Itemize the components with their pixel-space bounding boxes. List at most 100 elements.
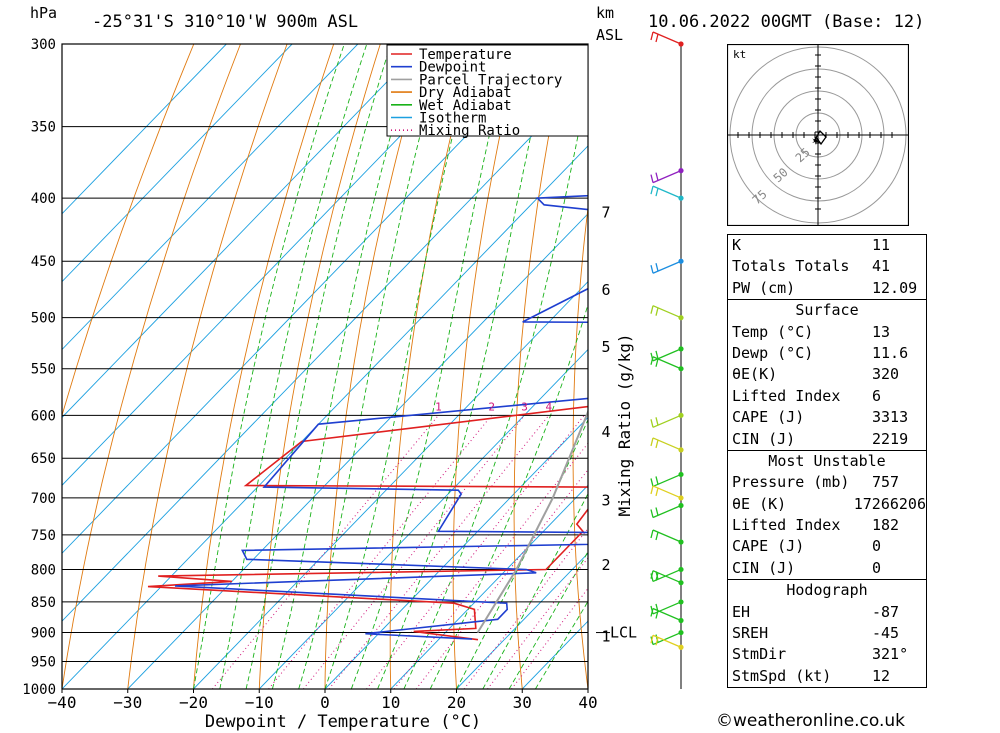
y-tick-label: 750 <box>31 528 56 544</box>
x-tick-label: −20 <box>179 693 208 712</box>
hodograph-unit: kt <box>733 48 746 61</box>
index-label: Lifted Index <box>732 516 841 535</box>
mixing-ratio-line <box>415 468 588 689</box>
x-tick-label: 0 <box>320 693 330 712</box>
dry-adiabat-line <box>513 44 568 689</box>
wind-barb-shaft <box>650 607 682 622</box>
pressure-unit-label: hPa <box>30 4 58 22</box>
mixing-ratio-line <box>303 414 525 689</box>
height-tick-label: 2 <box>601 556 610 574</box>
index-row: Totals Totals 41 <box>728 256 926 277</box>
height-tick-label: 1 <box>601 628 610 646</box>
y-tick-label: 300 <box>31 37 56 53</box>
wind-barb-shaft <box>650 529 682 543</box>
parcel-trajectory-line <box>476 408 588 634</box>
index-value: 17266206 <box>853 494 926 513</box>
legend-label: Wet Adiabat <box>419 98 512 114</box>
legend-box <box>386 44 589 137</box>
index-row: StmSpd (kt) 12 <box>728 666 926 687</box>
index-row: CIN (J) 2219 <box>728 429 926 450</box>
isotherm-line <box>456 552 588 689</box>
index-label: StmDir <box>732 645 787 664</box>
wind-barb <box>650 634 684 650</box>
storm-motion-marker: ✶ <box>812 133 821 149</box>
y-tick-label: 900 <box>31 626 56 642</box>
dry-adiabat-line <box>324 44 428 689</box>
temperature-line <box>147 405 588 641</box>
mixing-ratio-value-label: 4 <box>546 400 553 413</box>
isotherm-line <box>62 44 359 351</box>
isotherm-line <box>62 145 588 689</box>
dry-adiabat-line <box>939 44 1000 689</box>
basic-indices: K 11 Totals Totals 41 PW (cm) 12.09 <box>728 235 926 299</box>
y-tick-label: 550 <box>31 362 56 378</box>
height-tick-label: 6 <box>601 281 610 299</box>
wind-barb <box>650 185 684 201</box>
index-label: EH <box>732 602 751 621</box>
isotherm-line <box>390 484 588 689</box>
isotherm-line <box>62 44 556 554</box>
wind-barb-shaft <box>650 570 682 584</box>
x-tick-label: −40 <box>48 693 77 712</box>
index-label: CAPE (J) <box>732 537 805 556</box>
isotherm-line <box>62 44 293 283</box>
index-row: CAPE (J) 3313 <box>728 407 926 428</box>
copyright: ©weatheronline.co.uk <box>716 711 906 731</box>
wind-barb <box>650 305 684 321</box>
wind-barb-shaft <box>650 485 682 499</box>
wind-barb-shaft <box>650 185 682 199</box>
height-tick-label: 4 <box>601 423 610 441</box>
index-value: 41 <box>872 257 891 276</box>
dry-adiabat-line <box>62 44 241 689</box>
mixing-ratio-value-label: 1 <box>435 400 442 413</box>
index-row: θE(K) 320 <box>728 364 926 385</box>
isotherm-line <box>62 44 227 215</box>
wind-barb-shaft <box>650 634 682 648</box>
index-value: 12.09 <box>872 278 918 297</box>
index-label: StmSpd (kt) <box>732 666 832 685</box>
index-label: K <box>732 236 742 254</box>
wind-barb-shaft <box>650 348 682 362</box>
height-tick-label: 3 <box>601 491 610 509</box>
height-tick-label: 7 <box>601 203 610 221</box>
mixing-ratio-line <box>393 442 588 689</box>
wet-adiabat-line <box>245 44 392 689</box>
wet-adiabat-line <box>193 44 345 689</box>
index-value: 13 <box>872 322 891 341</box>
y-tick-label: 500 <box>31 311 56 327</box>
hodograph-trace <box>813 129 827 146</box>
wind-barb-dot <box>678 617 684 624</box>
index-value: 6 <box>872 386 882 405</box>
wind-barb <box>650 570 684 586</box>
index-label: CAPE (J) <box>732 408 805 427</box>
index-row: Lifted Index 182 <box>728 515 926 536</box>
dewpoint-line <box>174 194 588 640</box>
index-label: Dewp (°C) <box>732 343 814 362</box>
isotherm-line <box>258 348 588 689</box>
index-label: θE(K) <box>732 365 778 384</box>
wind-barb <box>650 168 684 184</box>
dry-adiabat-line <box>686 44 720 689</box>
wind-barb <box>650 31 684 47</box>
wet-adiabat-line <box>403 85 588 689</box>
y-tick-label: 1000 <box>22 682 56 698</box>
x-tick-label: 30 <box>513 693 532 712</box>
y-tick-label: 650 <box>31 451 56 467</box>
wet-adiabat-line <box>482 492 588 689</box>
lcl-label: LCL <box>610 624 637 642</box>
index-label: Lifted Index <box>732 386 841 405</box>
index-value: 0 <box>872 558 882 577</box>
wet-adiabat-line <box>298 44 446 689</box>
index-label: Totals Totals <box>732 257 850 276</box>
wet-adiabat-line <box>508 550 588 689</box>
index-label: SREH <box>732 624 769 643</box>
index-row: CIN (J) 0 <box>728 558 926 579</box>
wind-barb-shaft <box>650 473 682 488</box>
legend-label: Mixing Ratio <box>419 123 520 139</box>
dry-adiabat-line <box>986 44 1000 689</box>
dry-adiabat-line <box>452 44 521 689</box>
index-value: 11 <box>872 236 891 254</box>
index-value: 320 <box>872 365 900 384</box>
legend-label: Temperature <box>419 47 512 63</box>
